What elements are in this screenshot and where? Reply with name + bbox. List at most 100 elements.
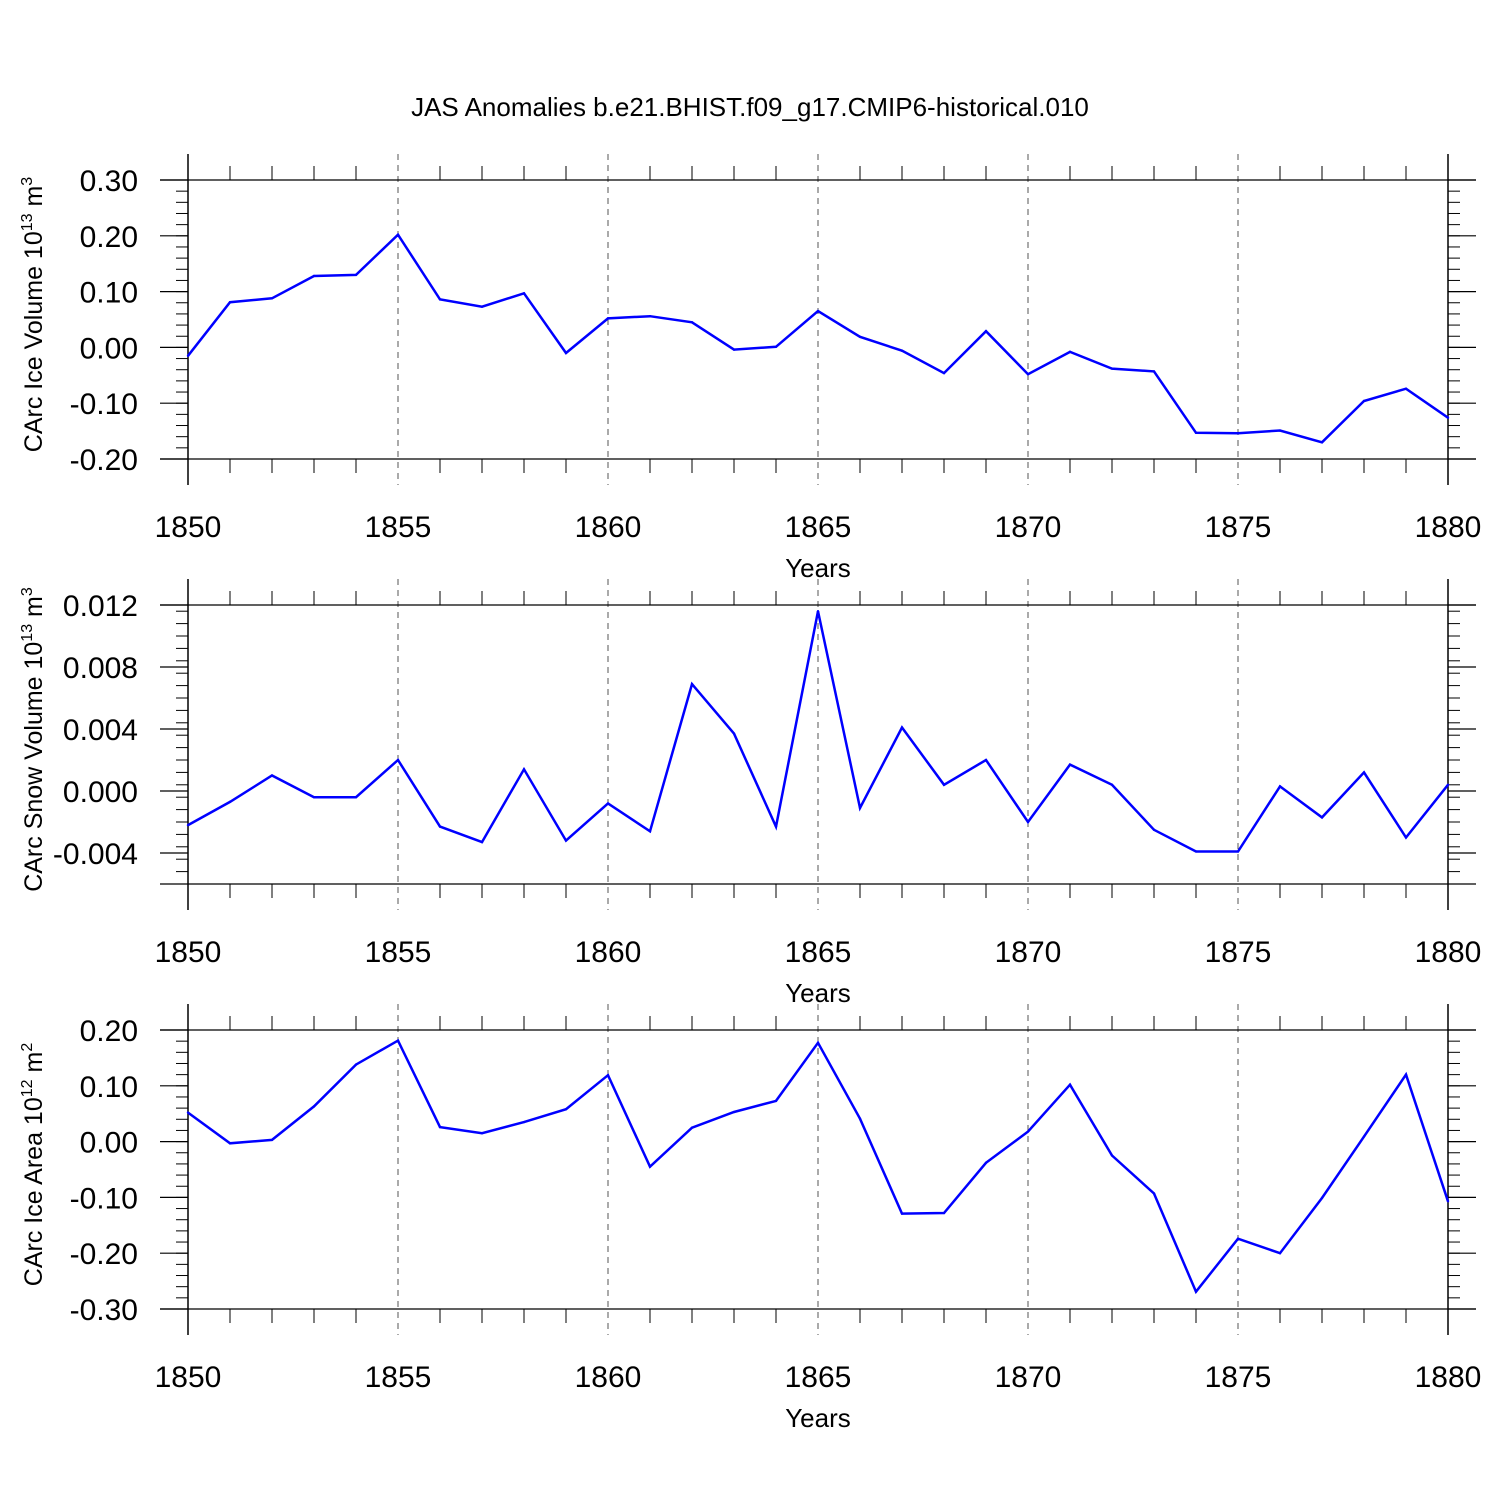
data-point: [1152, 1192, 1156, 1195]
data-point: [1236, 850, 1240, 853]
y-tick-label: 0.00: [80, 1127, 138, 1160]
x-tick-label: 1865: [785, 511, 852, 544]
y-label-unit-exponent: 3: [19, 587, 36, 596]
x-tick-label: 1870: [995, 1361, 1062, 1394]
data-point: [1362, 771, 1366, 774]
x-axis-label: Years: [785, 978, 851, 1008]
data-point: [1194, 850, 1198, 853]
data-point: [900, 349, 904, 352]
data-point: [984, 758, 988, 762]
x-tick-label: 1865: [785, 1361, 852, 1394]
data-point: [354, 273, 358, 277]
data-point: [480, 840, 484, 844]
y-tick-label: 0.10: [80, 1071, 138, 1104]
y-tick-label: -0.10: [70, 388, 138, 421]
data-point: [816, 309, 820, 313]
data-point: [522, 768, 526, 771]
data-point: [1278, 1252, 1282, 1255]
data-point: [858, 806, 862, 810]
data-point: [984, 1161, 988, 1165]
data-point: [480, 305, 484, 308]
data-point: [1152, 370, 1156, 373]
data-point: [1320, 1196, 1324, 1200]
x-tick-label: 1855: [365, 511, 432, 544]
data-point: [858, 1117, 862, 1120]
y-label-exponent: 12: [19, 1079, 36, 1097]
y-label-exponent: 13: [19, 624, 36, 642]
x-tick-label: 1875: [1205, 1361, 1272, 1394]
data-point: [732, 732, 736, 735]
data-point: [564, 839, 568, 842]
x-tick-label: 1855: [365, 1361, 432, 1394]
data-point: [690, 1126, 694, 1129]
y-tick-label: 0.20: [80, 221, 138, 254]
data-point: [438, 825, 442, 828]
data-point: [816, 610, 820, 613]
y-axis-label: CArc Snow Volume 1013 m3: [19, 587, 48, 892]
y-tick-label: 0.000: [63, 776, 138, 809]
data-point: [564, 1108, 568, 1111]
data-point: [1404, 1073, 1408, 1076]
data-point: [606, 317, 610, 320]
data-point: [942, 783, 946, 786]
y-tick-label: -0.30: [70, 1294, 138, 1327]
y-label-main: CArc Ice Area 10: [20, 1097, 48, 1286]
x-tick-label: 1875: [1205, 511, 1272, 544]
y-tick-label: 0.30: [80, 165, 138, 198]
y-tick-label: -0.10: [70, 1182, 138, 1215]
data-point: [270, 774, 274, 777]
data-point: [438, 298, 442, 301]
y-label-unit-exponent: 3: [19, 177, 36, 186]
data-point: [312, 1105, 316, 1108]
y-tick-label: 0.008: [63, 652, 138, 685]
data-point: [1236, 432, 1240, 435]
data-point: [438, 1125, 442, 1129]
data-point: [1152, 828, 1156, 831]
data-point: [732, 1110, 736, 1114]
data-point: [480, 1132, 484, 1135]
x-tick-label: 1880: [1415, 936, 1482, 969]
x-tick-label: 1880: [1415, 1361, 1482, 1394]
y-label-exponent: 13: [19, 213, 36, 231]
data-point: [522, 1120, 526, 1124]
data-point: [1194, 1290, 1198, 1293]
data-point: [354, 796, 358, 799]
x-axis-label: Years: [785, 553, 851, 583]
data-point: [1068, 763, 1072, 766]
data-point: [228, 1142, 232, 1145]
y-tick-label: 0.10: [80, 277, 138, 310]
chart-title: JAS Anomalies b.e21.BHIST.f09_g17.CMIP6-…: [411, 92, 1089, 122]
data-point: [1236, 1237, 1240, 1240]
x-tick-label: 1865: [785, 936, 852, 969]
data-point: [1278, 785, 1282, 788]
x-tick-label: 1860: [575, 1361, 642, 1394]
y-label-unit: m: [20, 1052, 48, 1080]
data-point: [354, 1063, 358, 1066]
data-point: [1362, 1135, 1366, 1138]
data-point: [900, 726, 904, 729]
x-tick-label: 1850: [155, 936, 222, 969]
y-tick-label: 0.012: [63, 590, 138, 623]
y-axis-label: CArc Ice Volume 1013 m3: [19, 177, 48, 453]
data-point: [1446, 1200, 1450, 1203]
data-point: [1026, 820, 1030, 824]
data-point: [270, 297, 274, 300]
data-series-line: [187, 1038, 1450, 1295]
data-point: [1320, 441, 1324, 444]
data-point: [1446, 783, 1450, 786]
data-point: [1110, 1154, 1114, 1157]
x-axis-label: Years: [785, 1403, 851, 1433]
data-point: [1026, 1130, 1030, 1133]
data-point: [1068, 350, 1072, 354]
data-point: [690, 682, 694, 686]
data-point: [690, 321, 694, 324]
data-point: [186, 1111, 190, 1114]
x-tick-label: 1870: [995, 936, 1062, 969]
x-tick-label: 1875: [1205, 936, 1272, 969]
data-point: [1068, 1083, 1072, 1086]
data-point: [606, 1073, 610, 1077]
y-tick-label: -0.20: [70, 444, 138, 477]
x-tick-label: 1850: [155, 1361, 222, 1394]
data-point: [522, 292, 526, 295]
data-point: [270, 1138, 274, 1142]
